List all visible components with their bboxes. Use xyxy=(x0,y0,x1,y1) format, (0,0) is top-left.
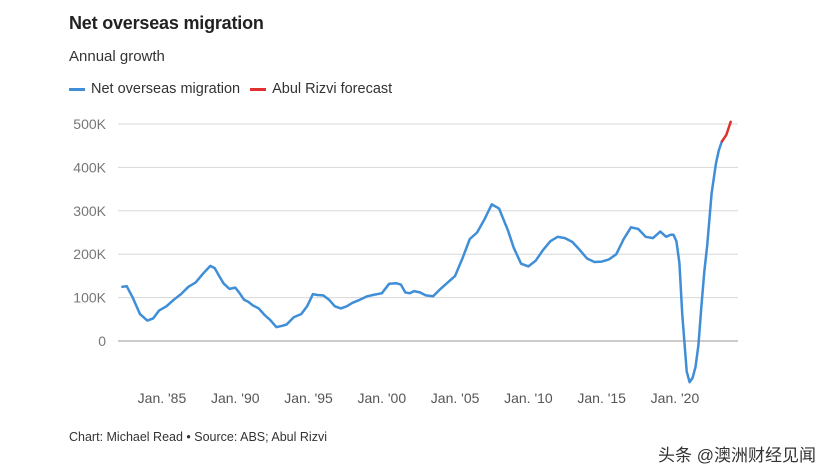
legend-label-forecast: Abul Rizvi forecast xyxy=(272,81,393,97)
y-tick-label: 400K xyxy=(73,159,106,175)
legend-item-forecast: Abul Rizvi forecast xyxy=(250,81,392,97)
x-tick-label: Jan. '90 xyxy=(211,390,260,406)
x-tick-label: Jan. '85 xyxy=(138,390,187,406)
legend-item-net-migration: Net overseas migration xyxy=(69,81,240,97)
x-tick-label: Jan. '95 xyxy=(284,390,333,406)
y-tick-label: 500K xyxy=(73,116,106,132)
y-tick-label: 200K xyxy=(73,246,106,262)
x-tick-label: Jan. '00 xyxy=(358,390,407,406)
series-line-forecast xyxy=(720,120,732,143)
y-axis-tick-labels: 0 100K 200K 300K 400K 500K xyxy=(73,116,106,349)
chart-title: Net overseas migration xyxy=(69,13,264,33)
legend-swatch-blue xyxy=(69,87,85,91)
x-axis-tick-labels: Jan. '85 Jan. '90 Jan. '95 Jan. '00 Jan. '05… xyxy=(138,390,700,406)
y-tick-label: 0 xyxy=(98,333,106,349)
legend: Net overseas migration Abul Rizvi foreca… xyxy=(69,81,402,97)
watermark: 头条 @澳洲财经见闻 xyxy=(658,446,816,465)
y-tick-label: 100K xyxy=(73,290,106,306)
chart-subtitle: Annual growth xyxy=(69,48,165,65)
grid-lines xyxy=(118,123,738,342)
x-tick-label: Jan. '10 xyxy=(504,390,553,406)
legend-swatch-red xyxy=(250,87,267,91)
legend-label-net-migration: Net overseas migration xyxy=(91,81,241,97)
chart-credit: Chart: Michael Read • Source: ABS; Abul … xyxy=(69,430,327,444)
y-tick-label: 300K xyxy=(73,203,106,219)
x-tick-label: Jan. '20 xyxy=(651,390,700,406)
series-lines xyxy=(121,120,732,384)
x-tick-label: Jan. '05 xyxy=(431,390,480,406)
series-line-net-migration xyxy=(121,140,724,384)
x-tick-label: Jan. '15 xyxy=(577,390,626,406)
